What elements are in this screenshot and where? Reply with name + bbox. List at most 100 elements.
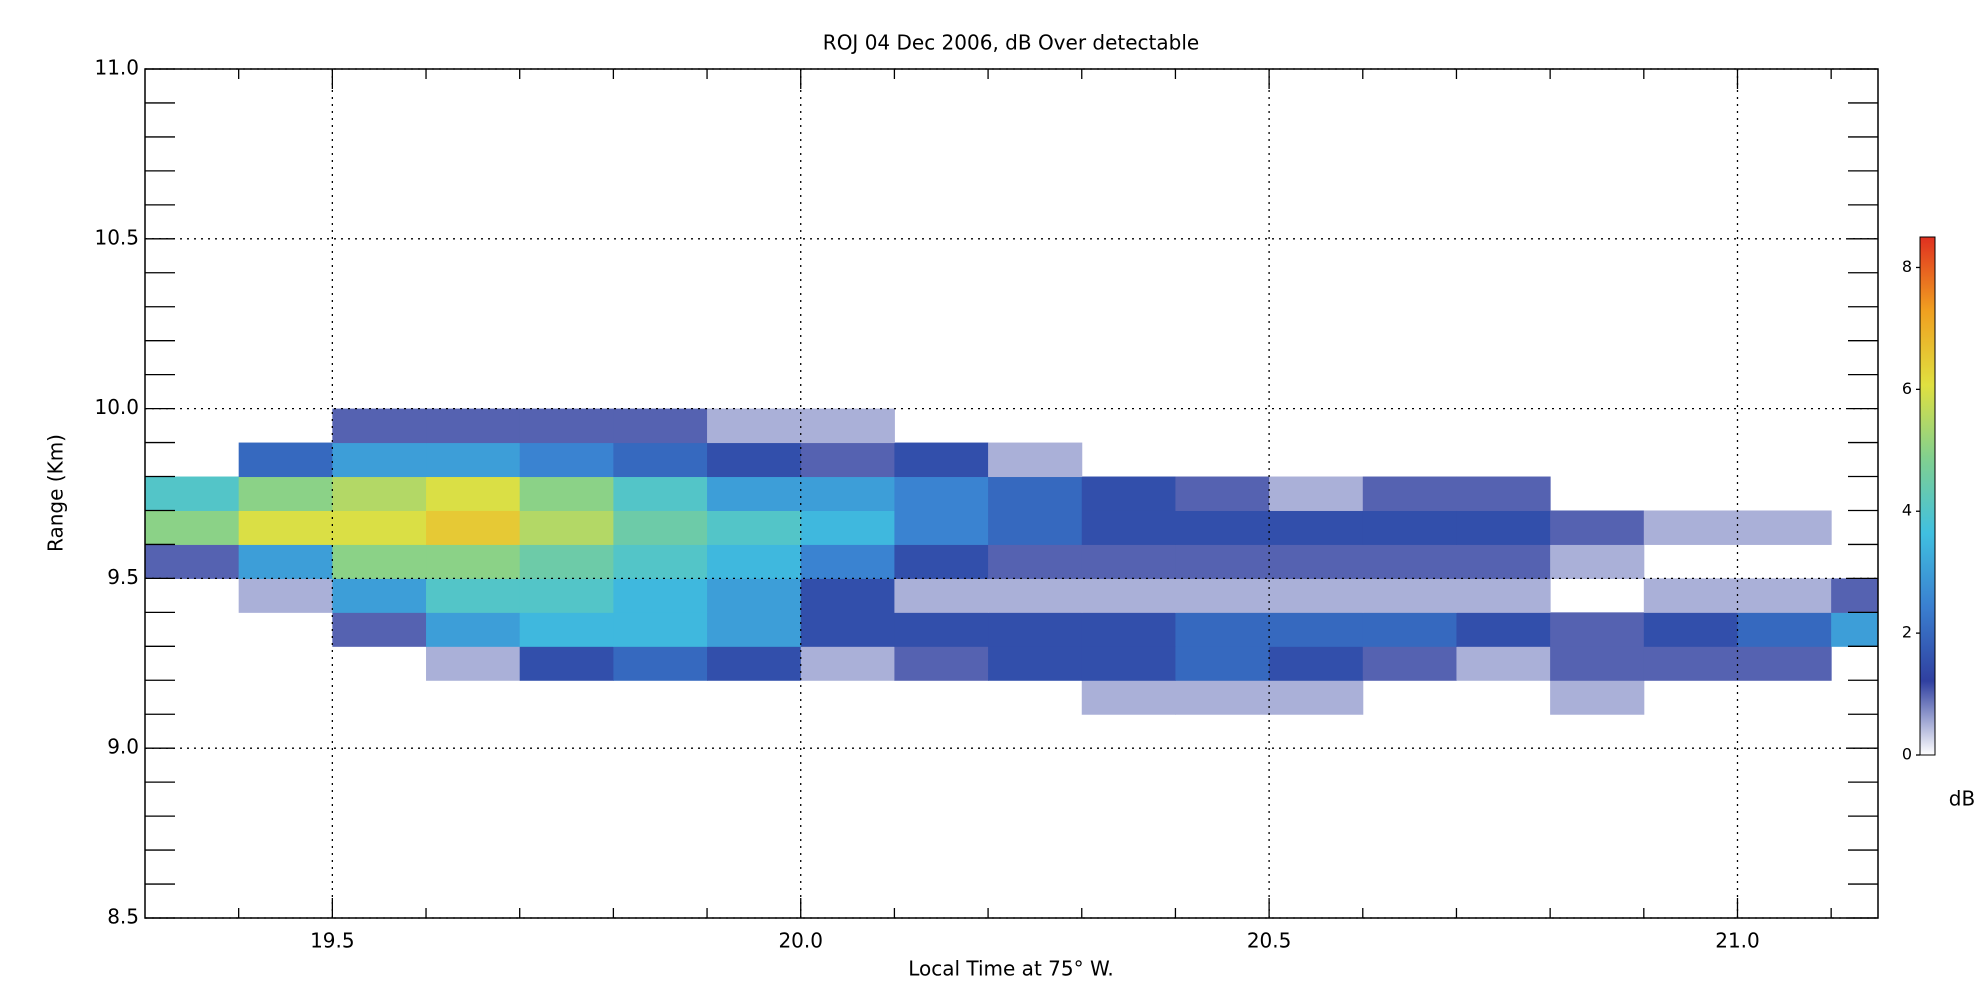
heatmap-cell — [332, 408, 427, 444]
heatmap-cell — [1456, 510, 1551, 545]
heatmap-cell — [894, 646, 989, 681]
heatmap-cell — [894, 612, 989, 647]
heatmap-cell — [894, 544, 989, 579]
axes: 19.5 20.0 20.5 21.0 8.5 9.0 9.5 10.0 10.5 11.0 0 2 4… — [94, 56, 1936, 953]
heatmap-cell — [988, 544, 1083, 579]
colorbar-tick-label: 4 — [1902, 501, 1912, 520]
heatmap-cell — [1456, 544, 1551, 579]
heatmap-cell — [1269, 544, 1364, 579]
heatmap-cell — [1269, 476, 1364, 511]
heatmap-cell — [1643, 612, 1738, 647]
heatmap-cell — [332, 510, 427, 545]
heatmap-cell — [1456, 578, 1551, 613]
heatmap-cell — [707, 544, 802, 579]
heatmap-cell — [1550, 612, 1645, 647]
colorbar-tick-label: 0 — [1902, 745, 1912, 764]
heatmap-cell — [426, 544, 521, 579]
heatmap-cell — [613, 646, 708, 681]
heatmap-cell — [1362, 646, 1457, 681]
heatmap-cell — [1081, 646, 1176, 681]
heatmap-cell — [1269, 680, 1364, 715]
heatmap-cell — [1456, 612, 1551, 647]
y-axis-label: Range (Km) — [44, 434, 68, 552]
heatmap-cell — [1175, 476, 1270, 511]
heatmap-cell — [707, 476, 802, 511]
heatmap-cell — [800, 646, 895, 681]
heatmap-cell — [1643, 578, 1738, 613]
heatmap-cell — [1362, 510, 1457, 545]
heatmap-cell — [988, 442, 1083, 478]
heatmap-cell — [238, 442, 333, 478]
heatmap-cell — [1831, 578, 1879, 613]
heatmap-cell — [1831, 612, 1879, 647]
heatmap-cell — [707, 510, 802, 545]
heatmap-cell — [238, 544, 333, 579]
chart-title: ROJ 04 Dec 2006, dB Over detectable — [823, 31, 1199, 55]
y-tick-label: 10.5 — [94, 225, 139, 249]
colorbar-tick-label: 2 — [1902, 623, 1912, 642]
heatmap-cell — [332, 578, 427, 613]
heatmap-cell — [613, 442, 708, 478]
heatmap-cell — [1081, 544, 1176, 579]
x-tick-label: 21.0 — [1715, 929, 1760, 953]
heatmap-cell — [519, 476, 614, 511]
heatmap-cell — [613, 476, 708, 511]
heatmap-cell — [1081, 510, 1176, 545]
heatmap-cell — [707, 646, 802, 681]
heatmap-cell — [426, 442, 521, 478]
heatmap-cell — [707, 442, 802, 478]
heatmap-cell — [1175, 578, 1270, 613]
heatmap-cell — [613, 612, 708, 647]
heatmap-cell — [519, 442, 614, 478]
heatmap-cell — [332, 612, 427, 647]
heatmap-cell — [1362, 544, 1457, 579]
heatmap-cell — [707, 408, 802, 444]
heatmap-cell — [519, 578, 614, 613]
heatmap-cell — [1081, 612, 1176, 647]
heatmap-cell — [1456, 646, 1551, 681]
heatmap-cell — [238, 578, 333, 613]
heatmap-cell — [800, 408, 895, 444]
heatmap-cell — [1269, 578, 1364, 613]
heatmap-cell — [426, 646, 521, 681]
colorbar-tick-label: 6 — [1902, 379, 1912, 398]
heatmap-cell — [332, 442, 427, 478]
x-axis-label: Local Time at 75° W. — [908, 957, 1114, 981]
heatmap-cell — [800, 442, 895, 478]
heatmap-cell — [238, 510, 333, 545]
heatmap-cell — [1269, 510, 1364, 545]
colorbar-label: dB — [1949, 787, 1975, 811]
heatmap-cell — [988, 612, 1083, 647]
heatmap-cell — [1737, 578, 1832, 613]
heatmap-cell — [1643, 646, 1738, 681]
heatmap-cell — [1550, 646, 1645, 681]
heatmap-cell — [988, 646, 1083, 681]
heatmap-cell — [1737, 612, 1832, 647]
heatmap-cell — [988, 510, 1083, 545]
heatmap-cell — [332, 476, 427, 511]
heatmap-cell — [988, 476, 1083, 511]
heatmap-cell — [800, 510, 895, 545]
heatmap-cell — [1362, 476, 1457, 511]
heatmap-cell — [1081, 578, 1176, 613]
heatmap-cell — [988, 578, 1083, 613]
heatmap-cell — [1550, 544, 1645, 579]
y-tick-label: 11.0 — [94, 56, 139, 80]
heatmap-cell — [894, 510, 989, 545]
y-tick-label: 9.5 — [107, 565, 139, 589]
heatmap-cell — [1081, 680, 1176, 715]
heatmap-cell — [613, 408, 708, 444]
heatmap-cell — [1643, 510, 1738, 545]
heatmap-cell — [519, 612, 614, 647]
heatmap-cell — [613, 510, 708, 545]
heatmap-cell — [519, 646, 614, 681]
heatmap-cell — [707, 578, 802, 613]
heatmap-cell — [1175, 646, 1270, 681]
heatmap-cell — [145, 544, 240, 579]
plot-frame — [144, 68, 1879, 919]
heatmap-cell — [519, 510, 614, 545]
heatmap-cell — [1269, 612, 1364, 647]
heatmap-cell — [426, 510, 521, 545]
heatmap-cell — [1550, 680, 1645, 715]
